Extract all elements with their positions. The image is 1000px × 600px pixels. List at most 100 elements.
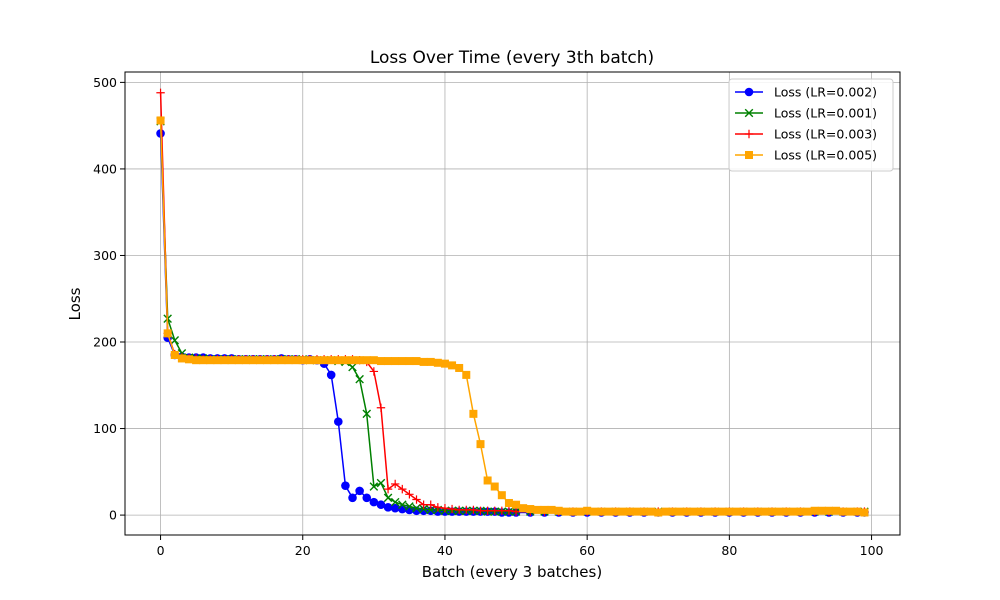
legend-marker [744,129,754,139]
data-point [682,507,691,516]
data-point [362,493,372,503]
data-point [760,507,769,516]
data-point [519,504,528,513]
data-point [846,507,855,516]
legend-label: Loss (LR=0.003) [774,127,877,142]
x-tick-label: 80 [721,543,737,558]
data-point [568,507,577,516]
data-point [206,356,215,365]
data-point [711,507,720,516]
data-point [192,356,201,365]
data-point [561,507,570,516]
y-axis-label: Loss [66,287,84,320]
data-point [426,500,435,509]
data-point [611,507,620,516]
data-point [376,357,385,366]
data-point [348,356,357,365]
data-point [775,507,784,516]
data-point [391,357,400,366]
data-point [170,350,179,359]
data-point [455,363,464,372]
data-point [156,116,165,125]
data-point [590,507,599,516]
data-point [433,503,443,512]
data-point [810,506,819,515]
data-point [419,504,428,514]
data-point [348,362,357,372]
data-point [248,356,257,365]
data-point [782,507,791,516]
data-point [583,506,592,515]
data-point [483,506,492,515]
data-point [412,495,421,504]
legend-marker [745,151,753,159]
legend-label: Loss (LR=0.005) [774,148,877,163]
data-point [326,370,336,380]
data-point [227,356,236,365]
data-point [661,507,670,516]
data-point [376,403,386,412]
data-point [327,356,336,365]
data-point [348,493,357,503]
data-point [476,440,485,449]
data-point [448,361,457,370]
data-point [241,356,250,365]
y-tick-label: 200 [93,335,117,350]
y-tick-label: 100 [93,421,117,436]
data-point [497,491,506,500]
data-point [732,507,741,516]
data-point [284,356,293,365]
x-tick-label: 20 [295,543,311,558]
data-point [511,507,521,516]
data-point [291,356,300,365]
data-point [454,505,464,515]
data-point [334,417,343,426]
legend-label: Loss (LR=0.002) [774,85,877,100]
data-point [170,335,180,345]
data-point [390,503,400,513]
x-tick-label: 60 [579,543,595,558]
y-tick-label: 500 [93,75,117,90]
data-point [469,409,478,418]
data-point [412,503,421,513]
data-point [177,354,186,363]
legend-marker [744,87,754,97]
y-tick-label: 300 [93,248,117,263]
data-point [298,356,307,365]
data-point [789,507,798,516]
data-point [369,482,379,491]
data-point [397,500,407,510]
data-point [383,484,393,494]
data-point [476,506,485,515]
data-point [817,506,826,515]
data-point [504,506,514,515]
data-point [405,502,414,511]
x-tick-label: 40 [437,543,453,558]
data-point [860,508,869,517]
data-point [355,356,364,365]
data-point [547,505,556,514]
data-point [433,358,442,367]
data-point [341,481,350,490]
data-point [447,504,457,514]
data-point [462,370,471,379]
y-tick-label: 400 [93,161,117,176]
data-point [390,479,400,489]
data-point [355,374,364,384]
data-point [384,357,393,366]
data-point [362,356,371,365]
data-point [640,507,649,516]
legend-label: Loss (LR=0.001) [774,106,877,121]
data-point [256,356,265,365]
data-point [213,356,222,365]
data-point [263,356,272,365]
data-point [490,506,499,515]
data-point [654,508,663,517]
data-point [803,507,812,516]
data-point [604,507,613,516]
series-group [156,88,869,517]
data-point [540,505,549,514]
data-point [305,356,314,365]
data-point [526,505,535,514]
